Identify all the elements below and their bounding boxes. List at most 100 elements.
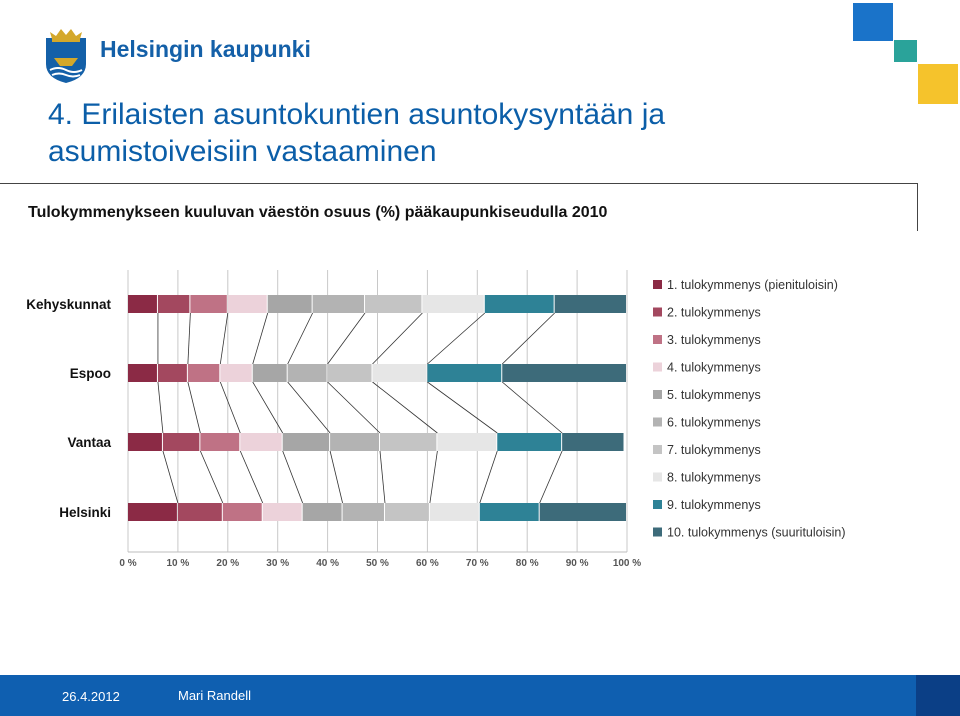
connector-line	[501, 381, 563, 434]
bar-segment	[502, 364, 626, 382]
connector-line	[219, 381, 241, 434]
bar-segment	[187, 364, 220, 382]
connector-line	[329, 450, 343, 504]
bar-segment	[384, 503, 429, 521]
bar-segment	[372, 364, 427, 382]
bar-segment	[497, 433, 562, 451]
bar-segment	[128, 433, 162, 451]
helsinki-coat-of-arms-icon	[46, 29, 86, 83]
connector-line	[162, 450, 179, 504]
bar-segment	[422, 295, 484, 313]
x-tick-label: 30 %	[266, 558, 289, 569]
footer-date: 26.4.2012	[62, 689, 120, 704]
chart-subtitle: Tulokymmenykseen kuuluvan väestön osuus …	[28, 204, 608, 221]
connector-line	[427, 312, 486, 365]
legend-swatch	[653, 417, 662, 427]
footer-accent	[916, 675, 960, 716]
bar-segment	[227, 295, 267, 313]
bar-segment	[222, 503, 262, 521]
category-label: Espoo	[70, 366, 111, 381]
bar-segment	[437, 433, 497, 451]
bar-segment	[484, 295, 554, 313]
connector-line	[501, 312, 555, 365]
legend-swatch	[653, 280, 662, 289]
bar-segment	[190, 295, 227, 313]
bar-segment	[302, 503, 342, 521]
category-label: Vantaa	[67, 435, 111, 450]
bar-segment	[365, 295, 422, 313]
decor-square-blue	[853, 3, 893, 41]
x-tick-label: 60 %	[416, 558, 439, 569]
bar-segment	[128, 503, 177, 521]
connector-line	[157, 381, 164, 434]
connector-line	[239, 450, 264, 504]
connector-line	[372, 312, 423, 365]
bar-segment	[177, 503, 222, 521]
bar-segment	[479, 503, 539, 521]
bar-segment	[240, 433, 282, 451]
connector-line	[287, 312, 313, 365]
bar-segment	[162, 433, 200, 451]
bar-segment	[128, 364, 157, 382]
legend-swatch	[653, 307, 662, 317]
x-tick-label: 40 %	[316, 558, 339, 569]
x-tick-label: 0 %	[119, 558, 136, 569]
legend-label: 6. tulokymmenys	[667, 416, 761, 430]
bar-segment	[252, 364, 287, 382]
category-label: Kehyskunnat	[26, 297, 111, 312]
connector-line	[372, 381, 438, 434]
bar-segment	[200, 433, 240, 451]
connector-line	[187, 381, 201, 434]
org-name: Helsingin kaupunki	[100, 36, 311, 62]
legend-label: 3. tulokymmenys	[667, 333, 761, 347]
decor-square-teal	[894, 40, 917, 62]
connector-line	[539, 450, 563, 504]
connector-line	[287, 381, 331, 434]
legend-swatch	[653, 445, 662, 454]
legend-label: 10. tulokymmenys (suurituloisin)	[667, 526, 846, 540]
legend-label: 8. tulokymmenys	[667, 471, 761, 485]
bar-segment	[157, 295, 190, 313]
title-divider-right	[917, 183, 918, 231]
legend-label: 4. tulokymmenys	[667, 361, 761, 375]
footer-author: Mari Randell	[178, 688, 251, 703]
connector-line	[282, 450, 304, 504]
title-divider	[0, 183, 918, 184]
x-tick-label: 80 %	[516, 558, 539, 569]
connector-line	[327, 381, 381, 434]
x-tick-label: 70 %	[466, 558, 489, 569]
legend-swatch	[653, 362, 662, 372]
bar-segment	[554, 295, 626, 313]
bar-segment	[220, 364, 252, 382]
bar-segment	[427, 364, 502, 382]
legend-label: 2. tulokymmenys	[667, 306, 761, 320]
connector-line	[427, 381, 498, 434]
bar-segment	[429, 503, 479, 521]
bar-segment	[327, 364, 372, 382]
bar-segment	[282, 433, 330, 451]
stacked-bar-chart: 0 % 10 % 20 % 30 % 40 % 50 % 60 % 70 % 80 % 90 % 1…	[26, 270, 846, 569]
legend-swatch	[653, 335, 662, 344]
bar-segment	[562, 433, 624, 451]
category-label: Helsinki	[59, 505, 111, 520]
bar-segment	[342, 503, 384, 521]
legend-label: 9. tulokymmenys	[667, 498, 761, 512]
bar-segment	[287, 364, 327, 382]
slide-title: 4. Erilaisten asuntokuntien asuntokysynt…	[48, 98, 666, 168]
bar-segment	[157, 364, 187, 382]
x-tick-label: 50 %	[366, 558, 389, 569]
decor-square-yellow	[918, 64, 958, 104]
legend-label: 5. tulokymmenys	[667, 388, 761, 402]
legend-swatch	[653, 472, 662, 482]
legend-label: 1. tulokymmenys (pienituloisin)	[667, 278, 838, 292]
bar-segment	[330, 433, 379, 451]
connector-line	[252, 312, 269, 365]
x-tick-label: 100 %	[613, 558, 641, 569]
x-tick-label: 20 %	[216, 558, 239, 569]
legend-swatch	[653, 390, 662, 399]
footer-bar	[0, 675, 960, 716]
legend-label: 7. tulokymmenys	[667, 443, 761, 457]
connector-line	[219, 312, 229, 365]
connector-line	[479, 450, 498, 504]
legend-swatch	[653, 527, 662, 537]
